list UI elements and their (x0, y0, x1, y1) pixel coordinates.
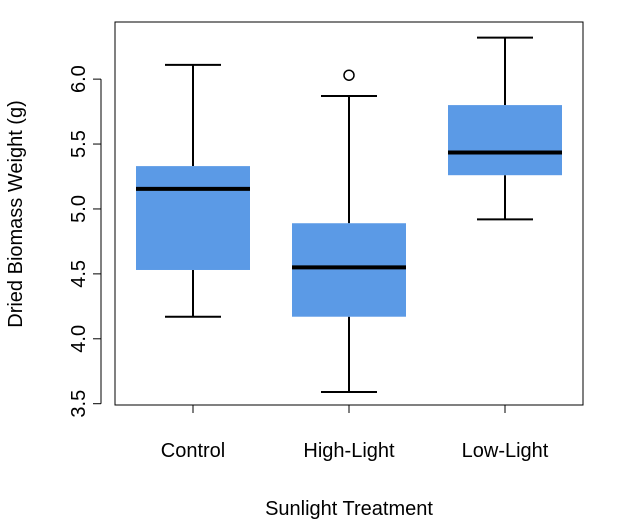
y-tick-label: 4.0 (68, 325, 90, 353)
y-axis: 3.5 4.0 4.5 5.0 5.5 6.0 (68, 65, 102, 418)
outlier-point (343, 69, 355, 81)
box-iqr (292, 223, 406, 317)
y-tick-label: 5.0 (68, 195, 90, 223)
box-group (292, 69, 406, 394)
box-group (448, 36, 562, 221)
y-axis-title: Dried Biomass Weight (g) (5, 100, 27, 327)
box-group (136, 63, 250, 318)
box-iqr (448, 105, 562, 176)
y-tick-label: 4.5 (68, 260, 90, 288)
x-axis: Control High-Light Low-Light (161, 405, 549, 462)
y-tick-label: 3.5 (68, 390, 90, 418)
x-tick-label: Low-Light (462, 440, 549, 462)
box-series (136, 36, 562, 394)
x-tick-label: Control (161, 440, 225, 462)
x-axis-title: Sunlight Treatment (265, 498, 433, 520)
x-tick-label: High-Light (303, 440, 395, 462)
y-tick-label: 6.0 (68, 65, 90, 93)
y-tick-label: 5.5 (68, 130, 90, 158)
box-iqr (136, 166, 250, 270)
